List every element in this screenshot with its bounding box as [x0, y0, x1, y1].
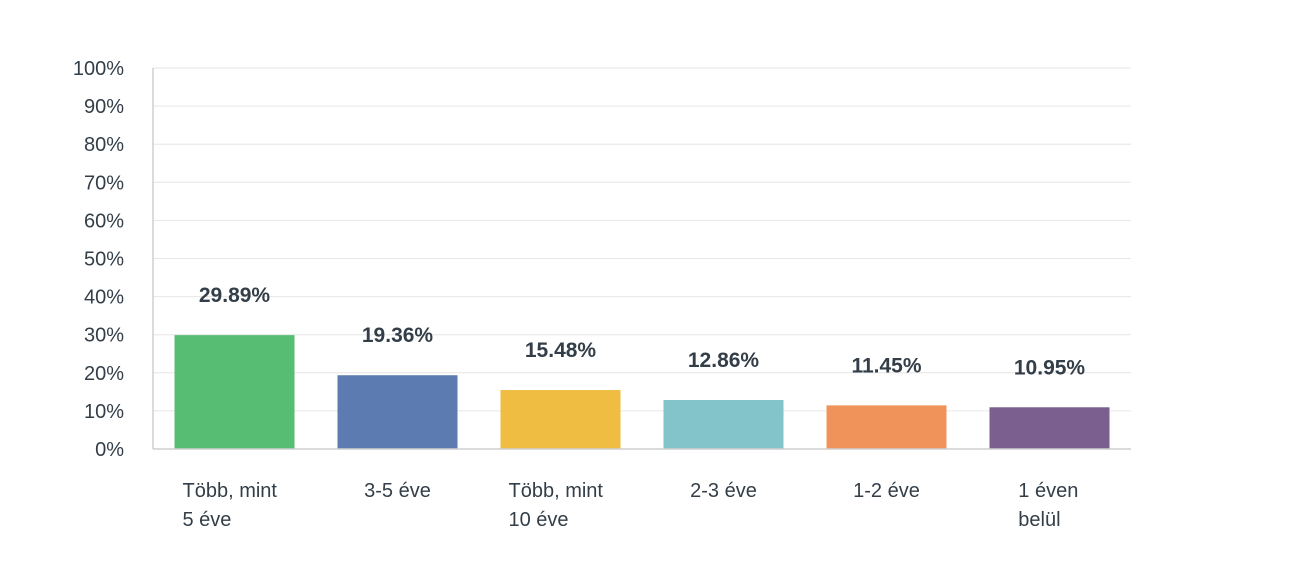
- category-label-line: belül: [1018, 509, 1060, 531]
- bar: [989, 407, 1110, 449]
- category-label-line: 1 éven: [1018, 480, 1078, 502]
- category-labels: Több, mint 5 éve 3-5 éve Több, mint 10 éve 2-…: [183, 480, 1079, 531]
- category-label-line: Több, mint: [183, 480, 278, 502]
- value-label: 11.45%: [851, 354, 921, 377]
- value-label: 12.86%: [688, 349, 760, 372]
- category-label: 2-3 éve: [690, 480, 757, 502]
- y-tick-label: 30%: [84, 325, 124, 347]
- y-tick-label: 50%: [84, 249, 124, 271]
- y-tick-label: 20%: [84, 363, 124, 385]
- category-label: Több, mint 10 éve: [509, 480, 604, 531]
- bars: [174, 335, 1110, 449]
- category-label-line: 1-2 éve: [853, 480, 920, 502]
- y-tick-label: 40%: [84, 287, 124, 309]
- category-label: 1-2 éve: [853, 480, 920, 502]
- value-labels: 29.89% 19.36% 15.48% 12.86% 11.45% 10.95%: [199, 284, 1086, 379]
- y-tick-label: 10%: [84, 401, 124, 423]
- grid-lines: [153, 67, 1131, 412]
- category-label-line: 10 éve: [509, 509, 569, 531]
- value-label: 10.95%: [1014, 356, 1086, 379]
- bar: [500, 390, 621, 449]
- y-tick-label: 80%: [84, 134, 124, 156]
- y-tick-label: 70%: [84, 172, 124, 194]
- y-tick-label: 100%: [73, 58, 124, 80]
- bar: [337, 375, 458, 449]
- value-label: 15.48%: [525, 339, 597, 362]
- value-label: 19.36%: [362, 324, 434, 347]
- bar: [663, 400, 784, 449]
- bar: [826, 405, 947, 449]
- bar: [174, 335, 295, 449]
- category-label-line: 3-5 éve: [364, 480, 431, 502]
- y-tick-label: 0%: [95, 439, 124, 461]
- category-label: 1 éven belül: [1018, 480, 1078, 531]
- value-label: 29.89%: [199, 284, 271, 307]
- y-tick-label: 90%: [84, 96, 124, 118]
- y-axis-ticks: 0% 10% 20% 30% 40% 50% 60% 70% 80% 90% 100%: [73, 58, 124, 461]
- category-label-line: 5 éve: [183, 509, 232, 531]
- category-label-line: Több, mint: [509, 480, 604, 502]
- y-tick-label: 60%: [84, 210, 124, 232]
- category-label: 3-5 éve: [364, 480, 431, 502]
- category-label: Több, mint 5 éve: [183, 480, 278, 531]
- category-label-line: 2-3 éve: [690, 480, 757, 502]
